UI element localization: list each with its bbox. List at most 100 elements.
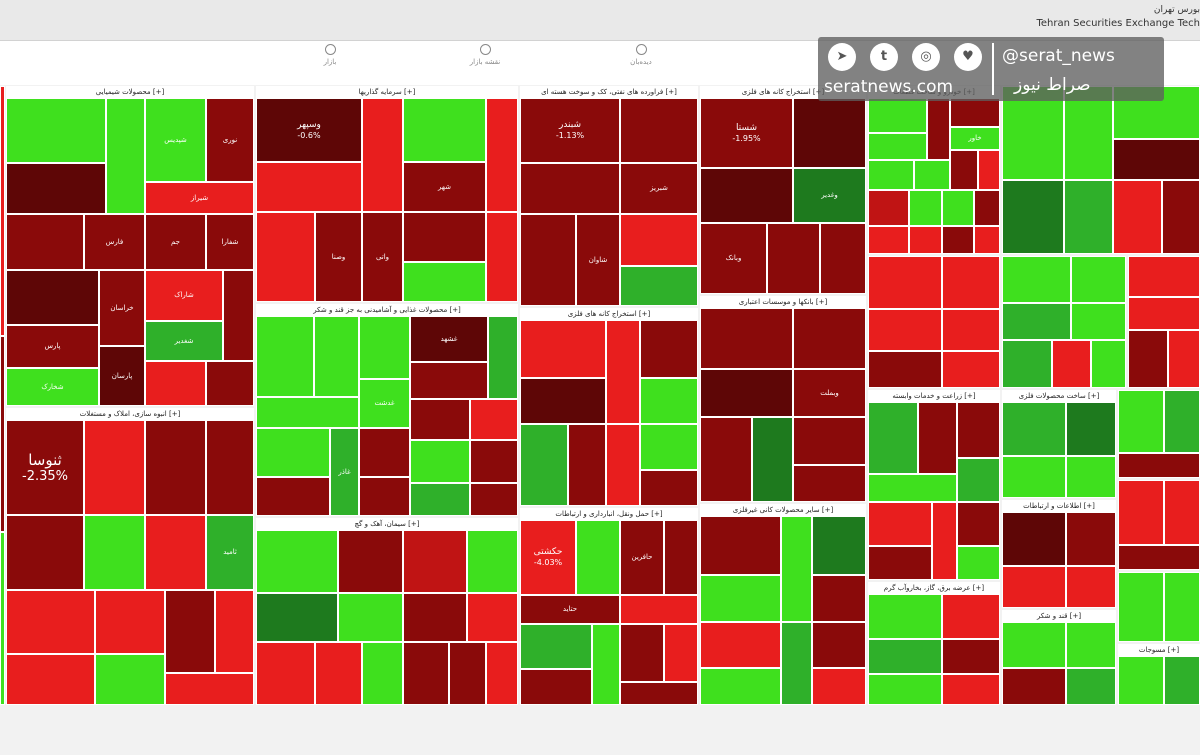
treemap-tile[interactable]	[1162, 180, 1200, 254]
treemap-tile[interactable]	[6, 515, 84, 590]
treemap-tile[interactable]	[1002, 668, 1066, 705]
treemap-tile[interactable]: ثامید	[206, 515, 254, 590]
treemap-tile[interactable]	[520, 214, 576, 306]
treemap-tile[interactable]	[256, 593, 338, 642]
treemap-tile[interactable]	[957, 502, 1000, 546]
treemap-tile[interactable]	[84, 420, 145, 515]
treemap-tile[interactable]	[592, 624, 620, 705]
treemap-tile[interactable]	[700, 668, 781, 705]
treemap-tile[interactable]	[868, 474, 957, 502]
treemap-tile[interactable]	[868, 133, 927, 160]
treemap-tile[interactable]	[256, 212, 315, 302]
treemap-tile[interactable]	[520, 669, 592, 705]
treemap-tile[interactable]	[410, 440, 470, 483]
treemap-tile[interactable]	[338, 593, 403, 642]
treemap-tile[interactable]	[932, 502, 957, 580]
treemap-tile[interactable]: وبملت	[793, 369, 866, 417]
treemap-tile[interactable]	[820, 223, 866, 294]
treemap-tile[interactable]	[256, 397, 359, 428]
treemap-tile[interactable]	[359, 428, 410, 477]
treemap-tile[interactable]	[620, 266, 698, 306]
treemap-tile[interactable]	[1113, 180, 1162, 254]
treemap-tile[interactable]	[1091, 340, 1126, 388]
treemap-tile[interactable]	[1066, 566, 1116, 608]
treemap-tile[interactable]	[957, 546, 1000, 580]
treemap-tile[interactable]	[403, 98, 486, 162]
treemap-tile[interactable]: پارس	[6, 325, 99, 368]
treemap-tile[interactable]: غدشت	[359, 379, 410, 428]
treemap-tile[interactable]	[1118, 390, 1164, 453]
treemap-tile[interactable]: شغدیر	[145, 321, 223, 361]
treemap-tile[interactable]	[359, 477, 410, 516]
treemap-tile[interactable]	[256, 428, 330, 477]
treemap-tile[interactable]	[223, 270, 254, 361]
treemap-tile[interactable]	[700, 417, 752, 502]
treemap-tile[interactable]	[927, 98, 950, 160]
treemap-tile[interactable]	[1164, 390, 1200, 453]
sector-title[interactable]: محصولات غذایی و آشامیدنی به جز قند و شکر…	[313, 306, 461, 314]
treemap-tile[interactable]: حافرین	[620, 520, 664, 595]
treemap-tile[interactable]	[868, 402, 918, 474]
treemap-tile[interactable]	[215, 590, 254, 673]
treemap-tile[interactable]	[700, 308, 793, 369]
treemap-tile[interactable]	[942, 190, 974, 226]
treemap-tile[interactable]	[576, 520, 620, 595]
treemap-tile[interactable]	[106, 98, 145, 214]
treemap-tile[interactable]: شاوان	[576, 214, 620, 306]
treemap-tile[interactable]	[1128, 330, 1168, 388]
treemap-tile[interactable]	[95, 654, 165, 705]
treemap-tile[interactable]	[868, 226, 909, 254]
sector-title[interactable]: سایر محصولات کانی غیرفلزی [+]	[732, 506, 834, 514]
treemap-tile[interactable]	[0, 86, 5, 336]
treemap-tile[interactable]	[256, 642, 315, 705]
treemap-tile[interactable]: خاور	[950, 127, 1000, 150]
treemap-tile[interactable]	[256, 477, 330, 516]
treemap-tile[interactable]	[359, 316, 410, 379]
treemap-tile[interactable]	[767, 223, 820, 294]
treemap-tile[interactable]	[664, 520, 698, 595]
treemap-tile[interactable]	[1066, 668, 1116, 705]
treemap-tile[interactable]	[1002, 340, 1052, 388]
treemap-tile[interactable]	[640, 320, 698, 378]
treemap-tile[interactable]	[664, 624, 698, 682]
treemap-tile[interactable]: وسپهر -0.6%	[256, 98, 362, 162]
treemap-tile[interactable]	[1002, 303, 1071, 340]
treemap-tile[interactable]	[950, 98, 1000, 127]
treemap-tile[interactable]	[403, 262, 486, 302]
treemap-tile[interactable]: واتی	[362, 212, 403, 302]
sector-title[interactable]: ساخت محصولات فلزی [+]	[1018, 392, 1100, 400]
treemap-tile[interactable]	[868, 256, 942, 309]
treemap-tile[interactable]	[700, 516, 781, 575]
treemap-tile[interactable]	[0, 336, 5, 532]
treemap-tile[interactable]	[470, 399, 518, 440]
treemap-tile[interactable]	[206, 361, 254, 406]
treemap-tile[interactable]	[1118, 656, 1164, 705]
treemap-tile[interactable]	[206, 420, 254, 515]
treemap-tile[interactable]: وبانک	[700, 223, 767, 294]
treemap-tile[interactable]: شاراک	[145, 270, 223, 321]
treemap-tile[interactable]	[403, 530, 467, 593]
treemap-tile[interactable]	[793, 308, 866, 369]
treemap-tile[interactable]	[752, 417, 793, 502]
treemap-tile[interactable]	[868, 546, 932, 580]
sector-title[interactable]: استخراج کانه های فلزی [+]	[567, 310, 651, 318]
treemap-tile[interactable]	[403, 593, 467, 642]
treemap-tile[interactable]	[6, 98, 106, 163]
treemap-tile[interactable]	[256, 162, 362, 212]
treemap-tile[interactable]	[950, 150, 978, 190]
treemap-tile[interactable]	[520, 424, 568, 506]
treemap-tile[interactable]	[1002, 256, 1071, 303]
sector-title[interactable]: استخراج کانه های فلزی [+]	[741, 88, 824, 96]
treemap-tile[interactable]	[1118, 545, 1200, 570]
treemap-tile[interactable]	[700, 622, 781, 668]
treemap-tile[interactable]	[1128, 256, 1200, 297]
treemap-tile[interactable]	[1164, 480, 1200, 545]
treemap-tile[interactable]	[918, 402, 957, 474]
treemap-tile[interactable]	[957, 402, 1000, 458]
treemap-tile[interactable]: شپدیس	[145, 98, 206, 182]
sector-title[interactable]: زراعت و خدمات وابسته [+]	[892, 392, 976, 400]
treemap-tile[interactable]: شهر	[403, 162, 486, 212]
treemap-tile[interactable]	[403, 642, 449, 705]
sector-title[interactable]: انبوه سازی، املاک و مستغلات [+]	[79, 410, 181, 418]
treemap-tile[interactable]: جم	[145, 214, 206, 270]
